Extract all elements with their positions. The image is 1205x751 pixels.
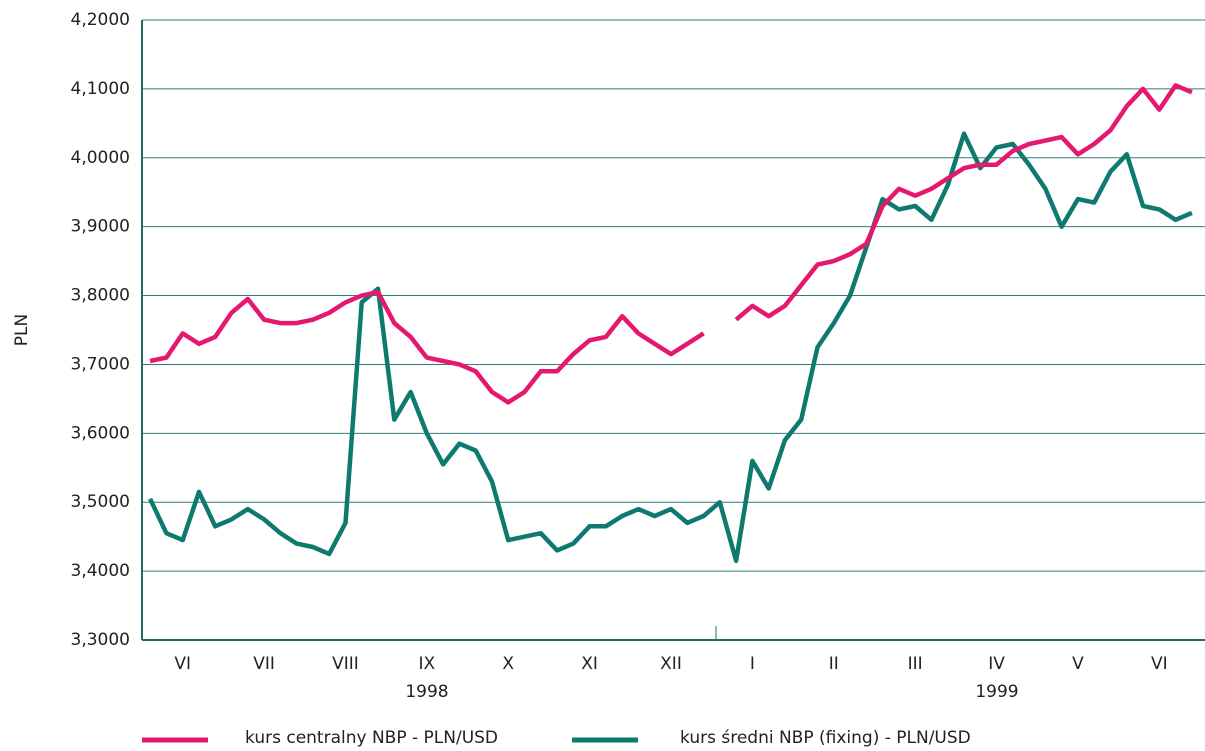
x-tick-label: IV — [988, 654, 1005, 674]
x-tick-label: III — [908, 654, 923, 674]
x-tick-label: VI — [174, 654, 191, 674]
y-tick-label: 3,5000 — [71, 492, 130, 512]
year-label: 1999 — [975, 682, 1018, 702]
y-tick-label: 3,3000 — [71, 630, 130, 650]
x-tick-label: XII — [660, 654, 682, 674]
x-tick-label: VII — [253, 654, 275, 674]
y-tick-label: 3,7000 — [71, 354, 130, 374]
year-label: 1998 — [405, 682, 448, 702]
y-tick-label: 3,8000 — [71, 286, 130, 306]
y-axis-label: PLN — [12, 314, 32, 346]
legend-label: kurs centralny NBP - PLN/USD — [245, 728, 498, 748]
y-tick-label: 4,2000 — [71, 10, 130, 30]
x-tick-label: XI — [581, 654, 598, 674]
y-tick-label: 3,6000 — [71, 423, 130, 443]
legend-label: kurs średni NBP (fixing) - PLN/USD — [680, 728, 971, 748]
line-series — [148, 131, 1193, 564]
y-tick-label: 4,0000 — [71, 148, 130, 168]
x-tick-label: V — [1072, 654, 1084, 674]
x-tick-label: IX — [419, 654, 436, 674]
y-tick-label: 3,4000 — [71, 561, 130, 581]
x-tick-label: VIII — [332, 654, 359, 674]
x-tick-label: I — [750, 654, 755, 674]
line-series — [149, 83, 1193, 405]
x-tick-label: X — [502, 654, 514, 674]
y-tick-label: 3,9000 — [71, 217, 130, 237]
y-tick-label: 4,1000 — [71, 79, 130, 99]
x-tick-label: II — [829, 654, 839, 674]
x-tick-label: VI — [1151, 654, 1168, 674]
